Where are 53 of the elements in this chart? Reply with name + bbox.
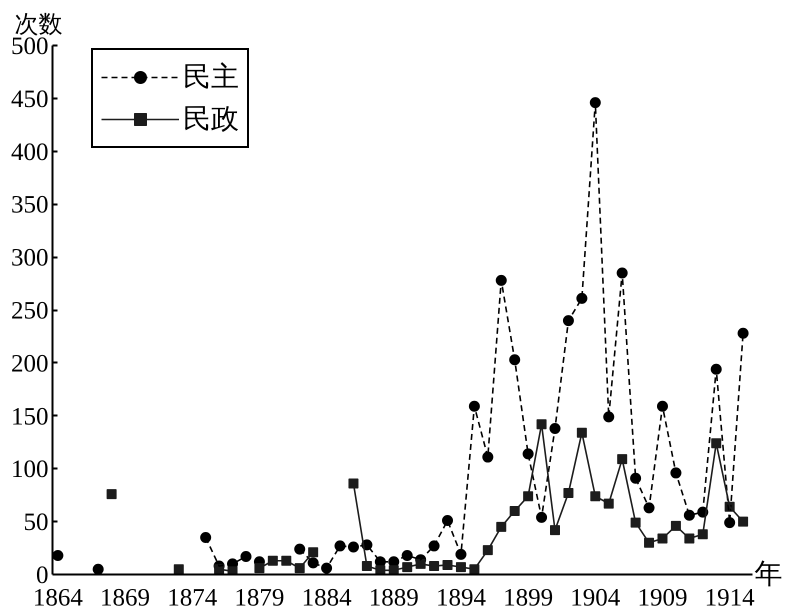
point xyxy=(348,542,359,552)
point xyxy=(52,550,64,561)
point xyxy=(536,512,548,523)
y-tick-label: 150 xyxy=(11,403,48,430)
point xyxy=(644,502,655,514)
y-tick-label: 400 xyxy=(11,138,48,166)
y-tick-label: 300 xyxy=(11,244,48,272)
point xyxy=(724,517,736,528)
x-tick-label: 1914 xyxy=(704,584,756,612)
x-tick-label: 1869 xyxy=(100,584,150,612)
y-tick-label: 450 xyxy=(11,86,48,113)
point xyxy=(348,478,358,489)
point xyxy=(321,562,332,574)
point xyxy=(106,489,117,500)
point xyxy=(590,97,601,108)
point xyxy=(616,267,628,278)
y-tick-label: 200 xyxy=(11,350,48,378)
point xyxy=(670,467,682,478)
point xyxy=(496,274,507,286)
point xyxy=(603,411,614,422)
point xyxy=(455,548,466,560)
point xyxy=(334,540,346,552)
x-tick-label: 1894 xyxy=(436,584,486,612)
point xyxy=(254,563,264,574)
x-tick-label: 1879 xyxy=(234,584,284,612)
y-tick-label: 50 xyxy=(24,509,48,536)
x-axis-title: 年 xyxy=(754,559,782,590)
y-tick-label: 100 xyxy=(11,456,48,484)
legend-label: 民主 xyxy=(183,61,239,95)
point xyxy=(294,544,306,555)
x-tick-label: 1874 xyxy=(167,584,218,612)
point xyxy=(468,400,480,412)
legend-label: 民政 xyxy=(183,103,239,137)
point xyxy=(200,532,212,543)
point xyxy=(562,315,574,326)
point xyxy=(174,564,184,574)
x-tick-label: 1884 xyxy=(302,584,352,612)
point xyxy=(710,364,722,375)
point xyxy=(656,400,668,412)
y-tick-label: 350 xyxy=(11,192,48,219)
x-tick-label: 1899 xyxy=(503,584,554,612)
x-tick-label: 1904 xyxy=(570,584,621,612)
x-tick-label: 1889 xyxy=(368,584,419,612)
point xyxy=(428,540,440,552)
point xyxy=(738,516,748,527)
point xyxy=(509,354,520,366)
point xyxy=(308,557,319,568)
point xyxy=(738,328,749,339)
y-tick-label: 250 xyxy=(11,298,48,324)
point xyxy=(92,564,104,574)
point xyxy=(549,423,560,434)
y-axis-title: 次数 xyxy=(14,12,62,38)
x-tick-label: 1909 xyxy=(637,584,688,612)
